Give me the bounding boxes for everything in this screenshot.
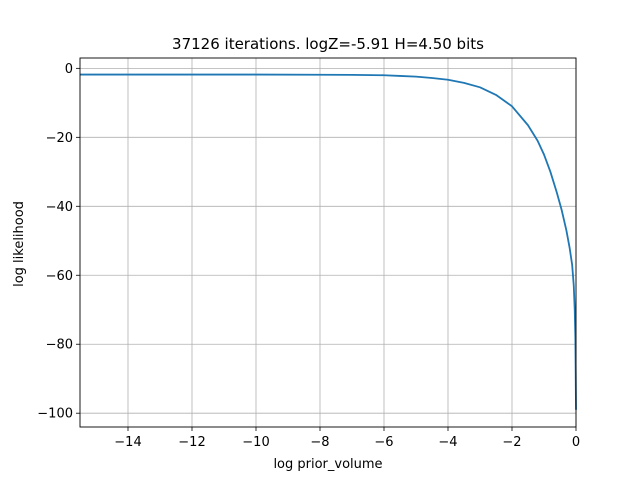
series-line [80, 73, 577, 410]
x-tick-label: −2 [502, 435, 521, 450]
axes [79, 57, 577, 428]
x-tick-label: −10 [242, 435, 269, 450]
y-tick-label: −100 [37, 407, 73, 422]
x-tick-label: −8 [310, 435, 329, 450]
y-tick-label: −60 [46, 269, 73, 284]
plot-area [80, 73, 577, 410]
x-tick-label: −14 [114, 435, 141, 450]
chart-title: 37126 iterations. logZ=-5.91 H=4.50 bits [172, 35, 484, 53]
plot-frame [79, 57, 577, 428]
x-tick-label: 0 [572, 435, 580, 450]
x-tick-label: −4 [438, 435, 457, 450]
x-tick-label: −12 [178, 435, 205, 450]
y-axis-label: log likelihood [12, 201, 27, 287]
y-tick-label: −40 [46, 200, 73, 215]
tick-marks: −14 −12 −10 −8 −6 −4 −2 00−20−40−60−80−100 [37, 62, 580, 450]
y-tick-label: −20 [46, 131, 73, 146]
y-tick-label: 0 [65, 62, 73, 77]
x-axis-label: log prior_volume [273, 457, 382, 472]
y-tick-label: −80 [46, 338, 73, 353]
x-tick-label: −6 [374, 435, 393, 450]
